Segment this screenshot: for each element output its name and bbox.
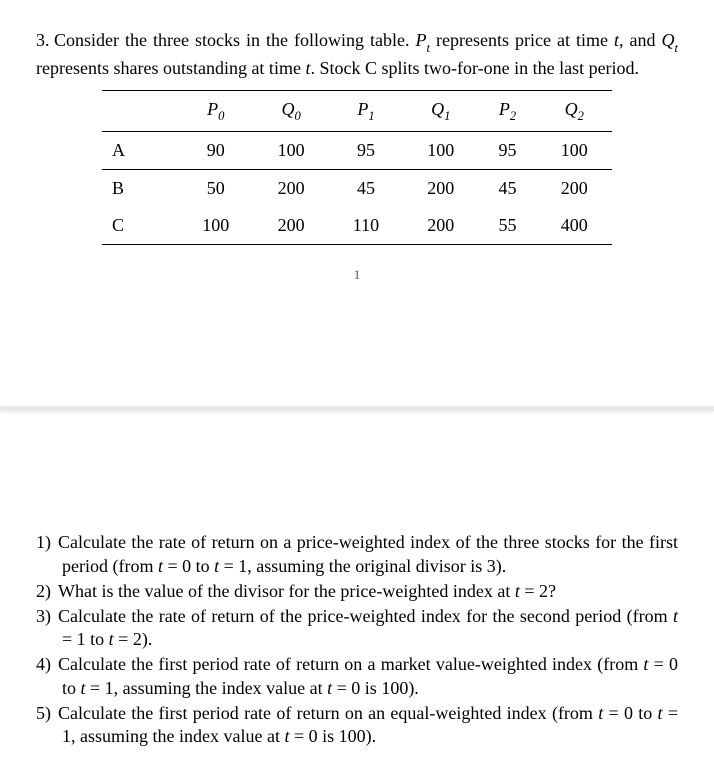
- question-number: 5): [36, 702, 58, 726]
- question-number: 1): [36, 531, 58, 555]
- hdr-P2: P2: [478, 90, 536, 132]
- hdr-Q1: Q1: [403, 90, 478, 132]
- cell-Q0: 100: [253, 132, 328, 170]
- hdr-blank: [102, 90, 178, 132]
- hdr-Q2: Q2: [537, 90, 612, 132]
- cell-Q2: 100: [537, 132, 612, 170]
- cell-Q1: 200: [403, 170, 478, 208]
- cell-P1: 45: [329, 170, 403, 208]
- cell-P2: 45: [478, 170, 536, 208]
- intro-text-4: represents shares outstanding at time: [36, 58, 305, 78]
- question-item: 4)Calculate the first period rate of ret…: [36, 653, 678, 701]
- question-number: 4): [36, 653, 58, 677]
- cell-P2: 95: [478, 132, 536, 170]
- question-item: 1)Calculate the rate of return on a pric…: [36, 531, 678, 579]
- cell-P0: 50: [178, 170, 253, 208]
- sym-Q-sub: t: [675, 41, 679, 55]
- question-number: 2): [36, 580, 58, 604]
- question-item: 2)What is the value of the divisor for t…: [36, 580, 678, 604]
- cell-Q2: 400: [537, 207, 612, 245]
- hdr-P0: P0: [178, 90, 253, 132]
- page-gap: [36, 283, 678, 531]
- intro-text-2: represents price at time: [430, 30, 614, 50]
- cell-P2: 55: [478, 207, 536, 245]
- cell-Q2: 200: [537, 170, 612, 208]
- cell-P1: 95: [329, 132, 403, 170]
- questions-list: 1)Calculate the rate of return on a pric…: [36, 531, 678, 749]
- cell-stock: B: [102, 170, 178, 208]
- table-row: A 90 100 95 100 95 100: [102, 132, 612, 170]
- table-header-row: P0 Q0 P1 Q1 P2 Q2: [102, 90, 612, 132]
- question-item: 5)Calculate the first period rate of ret…: [36, 702, 678, 750]
- table-row: C 100 200 110 200 55 400: [102, 207, 612, 245]
- intro-text-1: Consider the three stocks in the followi…: [54, 30, 416, 50]
- intro-text-5: . Stock C splits two-for-one in the last…: [310, 58, 639, 78]
- cell-P0: 100: [178, 207, 253, 245]
- cell-Q0: 200: [253, 207, 328, 245]
- cell-Q1: 200: [403, 207, 478, 245]
- sym-Q: Q: [662, 30, 675, 50]
- problem-intro: 3.Consider the three stocks in the follo…: [36, 28, 678, 80]
- cell-stock: A: [102, 132, 178, 170]
- intro-text-3: , and: [619, 30, 662, 50]
- page-number: 1: [36, 267, 678, 283]
- cell-Q0: 200: [253, 170, 328, 208]
- sym-P: P: [416, 30, 427, 50]
- cell-stock: C: [102, 207, 178, 245]
- problem-number: 3.: [36, 28, 54, 52]
- question-item: 3)Calculate the rate of return of the pr…: [36, 605, 678, 653]
- table-row: B 50 200 45 200 45 200: [102, 170, 612, 208]
- question-number: 3): [36, 605, 58, 629]
- hdr-Q0: Q0: [253, 90, 328, 132]
- hdr-P1: P1: [329, 90, 403, 132]
- cell-Q1: 100: [403, 132, 478, 170]
- sym-P-sub: t: [427, 41, 431, 55]
- stocks-table: P0 Q0 P1 Q1 P2 Q2 A 90 100 95 100 95 100…: [102, 90, 612, 246]
- cell-P0: 90: [178, 132, 253, 170]
- document-page: 3.Consider the three stocks in the follo…: [0, 0, 714, 770]
- cell-P1: 110: [329, 207, 403, 245]
